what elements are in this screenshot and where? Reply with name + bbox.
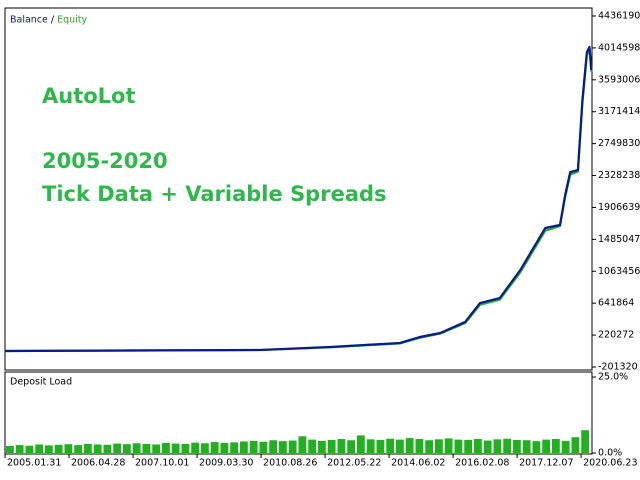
y-tick-label: 641864: [598, 298, 634, 309]
bar: [464, 439, 473, 453]
panel-title: Deposit Load: [10, 377, 72, 388]
bar: [532, 441, 541, 453]
bar: [45, 445, 53, 453]
bar: [396, 439, 404, 453]
bar: [581, 430, 590, 453]
series-line: [4, 45, 593, 353]
x-tick-label: 2014.06.02: [391, 458, 445, 469]
bar: [269, 440, 278, 453]
bar: [522, 440, 531, 453]
y-tick-label: 25.0%: [598, 372, 628, 383]
bar: [54, 444, 63, 453]
bar: [259, 441, 268, 453]
y-tick-label: 3593006: [598, 74, 640, 85]
y-tick-label: 4014598: [598, 42, 640, 53]
bar: [25, 445, 34, 453]
x-tick-label: 2009.03.30: [199, 458, 253, 469]
bar: [64, 444, 73, 453]
annotation: Tick Data + Variable Spreads: [42, 182, 387, 206]
bar: [513, 439, 521, 453]
bar: [327, 439, 336, 453]
y-tick-label: 1485047: [598, 234, 640, 245]
bar: [93, 444, 102, 453]
bar: [571, 437, 580, 453]
bar: [435, 439, 443, 453]
y-tick-label: 1906639: [598, 202, 640, 213]
bar: [171, 443, 180, 453]
y-tick-label: 3171414: [598, 106, 640, 117]
bar: [376, 439, 385, 453]
bar: [103, 444, 112, 453]
bar: [279, 441, 287, 453]
annotation: AutoLot: [42, 84, 136, 108]
bar: [113, 443, 122, 453]
bar: [210, 442, 219, 453]
y-tick-label: -201320: [598, 362, 638, 373]
bar: [444, 438, 453, 453]
bar: [357, 435, 365, 453]
bar: [415, 439, 424, 453]
x-tick-label: 2016.02.08: [455, 458, 509, 469]
bar: [15, 445, 24, 453]
y-tick-label: 4436190: [598, 11, 640, 22]
y-tick-label: 2328238: [598, 170, 640, 181]
bar: [483, 440, 492, 453]
bar: [318, 440, 326, 453]
bar: [142, 443, 151, 453]
x-tick-label: 2006.04.28: [71, 458, 125, 469]
x-tick-label: 2010.08.26: [263, 458, 317, 469]
bar: [220, 442, 229, 453]
bar: [35, 444, 44, 453]
bar: [123, 444, 131, 453]
bar: [201, 443, 209, 453]
bar: [347, 440, 356, 453]
bar: [425, 440, 434, 453]
bar: [249, 440, 258, 453]
bar: [308, 439, 317, 453]
bar: [288, 440, 297, 453]
y-tick-label: 1063456: [598, 266, 640, 277]
bar: [337, 439, 346, 453]
bar: [152, 444, 161, 453]
bar: [561, 440, 570, 453]
x-tick-label: 2007.10.01: [135, 458, 189, 469]
legend-entry: Balance: [10, 15, 48, 26]
legend-separator: /: [51, 15, 55, 26]
bar: [230, 442, 239, 453]
bar: [493, 439, 502, 453]
bar: [503, 438, 512, 453]
bar: [240, 441, 248, 453]
bar: [162, 442, 170, 453]
x-tick-label: 2012.05.22: [327, 458, 381, 469]
bar: [298, 436, 307, 453]
bar: [181, 443, 190, 453]
x-tick-label: 2020.06.23: [583, 458, 637, 469]
y-tick-label: 2749830: [598, 138, 640, 149]
bar: [132, 443, 141, 453]
bar: [405, 438, 414, 453]
y-tick-label: 220272: [598, 330, 634, 341]
bar: [84, 443, 92, 453]
bar: [366, 439, 375, 453]
bar: [454, 439, 463, 453]
bar: [552, 439, 560, 453]
bar: [474, 439, 482, 453]
bar: [74, 445, 83, 453]
bar: [386, 438, 395, 453]
bar: [6, 446, 14, 453]
bar: [542, 439, 551, 453]
bar: [191, 442, 200, 453]
legend-entry: Equity: [57, 15, 87, 26]
x-tick-label: 2005.01.31: [7, 458, 61, 469]
x-tick-label: 2017.12.07: [519, 458, 573, 469]
annotation: 2005-2020: [42, 149, 168, 173]
y-tick-label: 0.0%: [598, 448, 622, 459]
main-frame: [4, 7, 593, 371]
